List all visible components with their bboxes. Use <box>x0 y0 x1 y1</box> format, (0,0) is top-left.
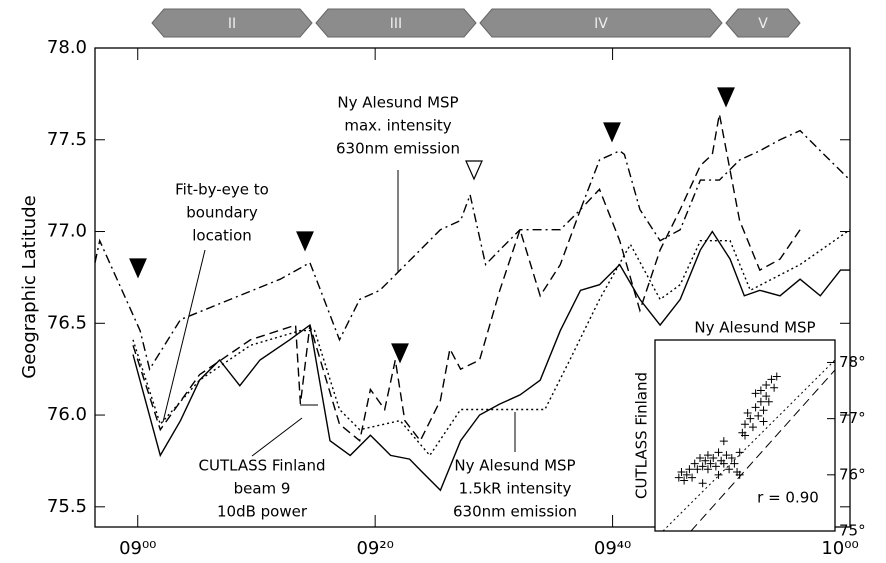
scatter-point <box>714 470 723 479</box>
scatter-point <box>741 431 749 440</box>
scatter-point <box>754 411 763 420</box>
x-tick-label: 09²⁰ <box>356 538 393 559</box>
scatter-point <box>762 380 771 389</box>
data-line <box>132 229 851 457</box>
scatter-point <box>762 392 771 401</box>
annotation: location <box>192 227 252 245</box>
event-marker <box>391 343 409 364</box>
scatter-point <box>756 386 765 395</box>
annotation: CUTLASS Finland <box>199 457 326 475</box>
scatter-point <box>677 468 686 477</box>
scatter-point <box>735 470 744 479</box>
scatter-point <box>696 453 704 462</box>
annotation: 1.5kR intensity <box>459 480 572 498</box>
scatter-point <box>759 417 768 426</box>
phase-arrow <box>151 8 313 38</box>
scatter-point <box>719 459 728 468</box>
scatter-point <box>685 465 694 474</box>
annotation: boundary <box>186 204 258 222</box>
annotation: beam 9 <box>234 480 291 498</box>
event-marker <box>296 231 314 252</box>
event-marker <box>603 122 621 143</box>
annotation: Ny Alesund MSP <box>454 457 575 475</box>
scatter-point <box>730 459 739 468</box>
reference-line <box>690 369 836 532</box>
scatter-point <box>759 406 768 415</box>
data-line <box>94 129 851 371</box>
event-marker <box>465 160 483 181</box>
scatter-point <box>674 473 683 482</box>
y-tick-label: 78.0 <box>47 37 87 58</box>
scatter-point <box>743 409 752 418</box>
data-line <box>132 113 801 443</box>
scatter-point <box>714 448 723 457</box>
phase-arrow <box>725 8 801 38</box>
scatter-point <box>772 372 781 381</box>
scatter-point <box>746 414 755 423</box>
leader-line <box>162 249 206 423</box>
scatter-point <box>690 459 699 468</box>
scatter-point <box>698 479 707 488</box>
scatter-point <box>751 403 760 412</box>
scatter-point <box>688 473 697 482</box>
x-tick-label: 10⁰⁰ <box>821 538 858 559</box>
event-marker <box>717 87 735 108</box>
annotation: Ny Alesund MSP <box>337 94 458 112</box>
scatter-point <box>719 437 728 446</box>
y-tick-label: 77.0 <box>47 221 87 242</box>
y-tick-label: 76.0 <box>47 404 87 425</box>
scatter-point <box>703 465 712 474</box>
inset-y-tick-label: 75° <box>839 522 866 540</box>
y-axis-label: Geographic Latitude <box>19 195 40 378</box>
scatter-point <box>682 470 691 479</box>
annotation: 630nm emission <box>453 503 577 521</box>
scatter-point <box>722 451 731 460</box>
leader-line <box>251 417 303 457</box>
scatter-point <box>725 465 734 474</box>
annotation: 10dB power <box>217 503 308 521</box>
y-tick-label: 75.5 <box>47 496 87 517</box>
inset-y-label: CUTLASS Finland <box>633 372 651 499</box>
event-marker <box>129 258 147 279</box>
scatter-point <box>735 448 744 457</box>
plot-frame <box>94 47 851 528</box>
inset-title: Ny Alesund MSP <box>694 319 815 337</box>
scatter-point <box>751 389 760 398</box>
scatter-point <box>770 383 779 392</box>
phase-arrow <box>315 8 477 38</box>
data-line <box>132 230 850 492</box>
scatter-point <box>701 456 710 465</box>
scatter-point <box>680 476 689 485</box>
scatter-point <box>756 397 765 406</box>
annotation: 630nm emission <box>336 140 460 158</box>
phase-label: V <box>758 16 768 32</box>
phase-label: II <box>228 16 236 32</box>
inset-y-tick-label: 76° <box>839 465 866 483</box>
y-tick-label: 77.5 <box>47 129 87 150</box>
x-tick-label: 09⁰⁰ <box>119 538 156 559</box>
scatter-point <box>693 465 702 474</box>
annotation: max. intensity <box>344 117 451 135</box>
scatter-point <box>741 420 749 429</box>
scatter-point <box>703 451 712 460</box>
phase-arrow <box>479 8 723 38</box>
inset-y-tick-label: 78° <box>839 353 866 371</box>
scatter-point <box>706 459 715 468</box>
scatter-point <box>698 462 707 471</box>
scatter-point <box>727 453 736 462</box>
scatter-point <box>748 423 757 432</box>
y-tick-label: 76.5 <box>47 312 87 333</box>
inset-y-tick-label: 77° <box>839 409 866 427</box>
phase-label: IV <box>594 16 608 32</box>
scatter-point <box>711 462 720 471</box>
scatter-point <box>767 375 776 384</box>
annotation: Fit-by-eye to <box>175 181 269 199</box>
scatter-point <box>764 397 773 406</box>
fit-line <box>662 359 836 532</box>
scatter-point <box>709 453 718 462</box>
inset-annotation: r = 0.90 <box>757 489 819 507</box>
x-tick-label: 09⁴⁰ <box>594 538 631 559</box>
phase-label: III <box>390 16 402 32</box>
